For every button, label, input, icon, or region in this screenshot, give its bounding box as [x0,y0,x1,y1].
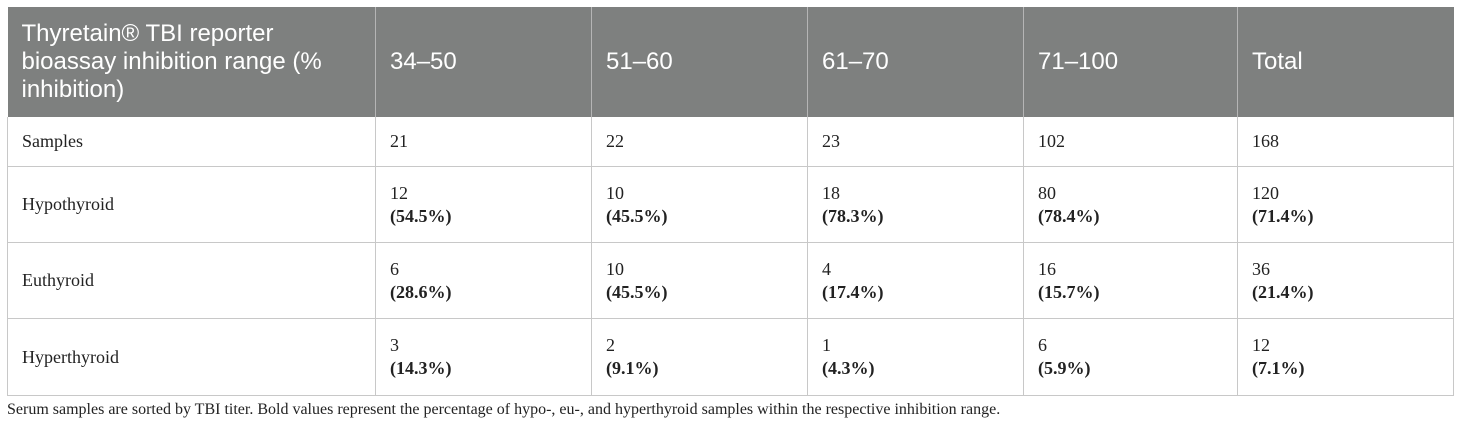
cell-value: 22 [606,131,624,151]
header-inhibition-range: Thyretain® TBI reporter bioassay inhibit… [7,7,376,117]
cell-value: 36 [1252,258,1270,279]
cell-percentage: (45.5%) [606,281,668,302]
table-cell: 22 [591,117,808,167]
table-footnote: Serum samples are sorted by TBI titer. B… [7,401,1001,418]
table-row-samples: Samples 21 22 23 102 168 [7,117,1454,167]
table-row-hyperthyroid: Hyperthyroid 3 (14.3%) 2 (9.1%) 1 (4.3%) 6 (… [7,318,1454,396]
cell-percentage: (54.5%) [390,205,452,226]
table-cell: 16 (15.7%) [1023,242,1238,319]
row-label: Euthyroid [7,242,376,319]
cell-percentage: (5.9%) [1038,358,1091,378]
cell-value: 1 [822,335,831,355]
row-label: Hypothyroid [7,166,376,243]
cell-percentage: (14.3%) [390,358,452,378]
table-cell: 12 (54.5%) [375,166,592,243]
table-cell: 120 (71.4%) [1237,166,1454,243]
cell-percentage: (71.4%) [1252,205,1314,226]
cell-value: 6 [390,258,399,279]
cell-percentage: (28.6%) [390,281,452,302]
row-label: Hyperthyroid [7,318,376,396]
cell-value: 102 [1038,131,1065,151]
table-cell: 80 (78.4%) [1023,166,1238,243]
cell-percentage: (15.7%) [1038,281,1100,302]
cell-value: 4 [822,258,831,279]
results-table-container: Thyretain® TBI reporter bioassay inhibit… [7,7,1454,396]
header-total: Total [1237,7,1454,117]
table-cell: 3 (14.3%) [375,318,592,396]
cell-percentage: (21.4%) [1252,281,1314,302]
header-range-34-50: 34–50 [375,7,592,117]
table-cell: 10 (45.5%) [591,166,808,243]
cell-value: 18 [822,182,840,203]
table-cell: 18 (78.3%) [807,166,1024,243]
table-cell: 10 (45.5%) [591,242,808,319]
header-row: Thyretain® TBI reporter bioassay inhibit… [7,7,1454,117]
cell-value: 120 [1252,182,1279,203]
cell-percentage: (4.3%) [822,358,875,378]
cell-value: 10 [606,182,624,203]
cell-percentage: (7.1%) [1252,358,1305,378]
results-table: Thyretain® TBI reporter bioassay inhibit… [7,7,1454,396]
cell-value: 6 [1038,335,1047,355]
header-range-61-70: 61–70 [807,7,1024,117]
table-cell: 23 [807,117,1024,167]
table-cell: 168 [1237,117,1454,167]
cell-value: 12 [1252,335,1270,355]
table-cell: 2 (9.1%) [591,318,808,396]
cell-percentage: (17.4%) [822,281,884,302]
table-header: Thyretain® TBI reporter bioassay inhibit… [7,7,1454,117]
table-cell: 4 (17.4%) [807,242,1024,319]
cell-value: 168 [1252,131,1279,151]
cell-value: 2 [606,335,615,355]
cell-percentage: (9.1%) [606,358,659,378]
cell-percentage: (78.4%) [1038,205,1100,226]
cell-percentage: (45.5%) [606,205,668,226]
table-cell: 6 (5.9%) [1023,318,1238,396]
cell-value: 23 [822,131,840,151]
cell-value: 16 [1038,258,1056,279]
row-label: Samples [7,117,376,167]
table-cell: 12 (7.1%) [1237,318,1454,396]
cell-value: 21 [390,131,408,151]
cell-percentage: (78.3%) [822,205,884,226]
cell-value: 3 [390,335,399,355]
header-range-51-60: 51–60 [591,7,808,117]
cell-value: 12 [390,182,408,203]
table-row-euthyroid: Euthyroid 6 (28.6%) 10 (45.5%) 4 (17.4%) 16… [7,242,1454,319]
table-cell: 6 (28.6%) [375,242,592,319]
table-cell: 1 (4.3%) [807,318,1024,396]
table-cell: 21 [375,117,592,167]
header-range-71-100: 71–100 [1023,7,1238,117]
table-row-hypothyroid: Hypothyroid 12 (54.5%) 10 (45.5%) 18 (78.3%… [7,166,1454,243]
cell-value: 80 [1038,182,1056,203]
table-cell: 102 [1023,117,1238,167]
table-cell: 36 (21.4%) [1237,242,1454,319]
cell-value: 10 [606,258,624,279]
table-body: Samples 21 22 23 102 168 Hypothyroid 12(… [7,117,1454,396]
